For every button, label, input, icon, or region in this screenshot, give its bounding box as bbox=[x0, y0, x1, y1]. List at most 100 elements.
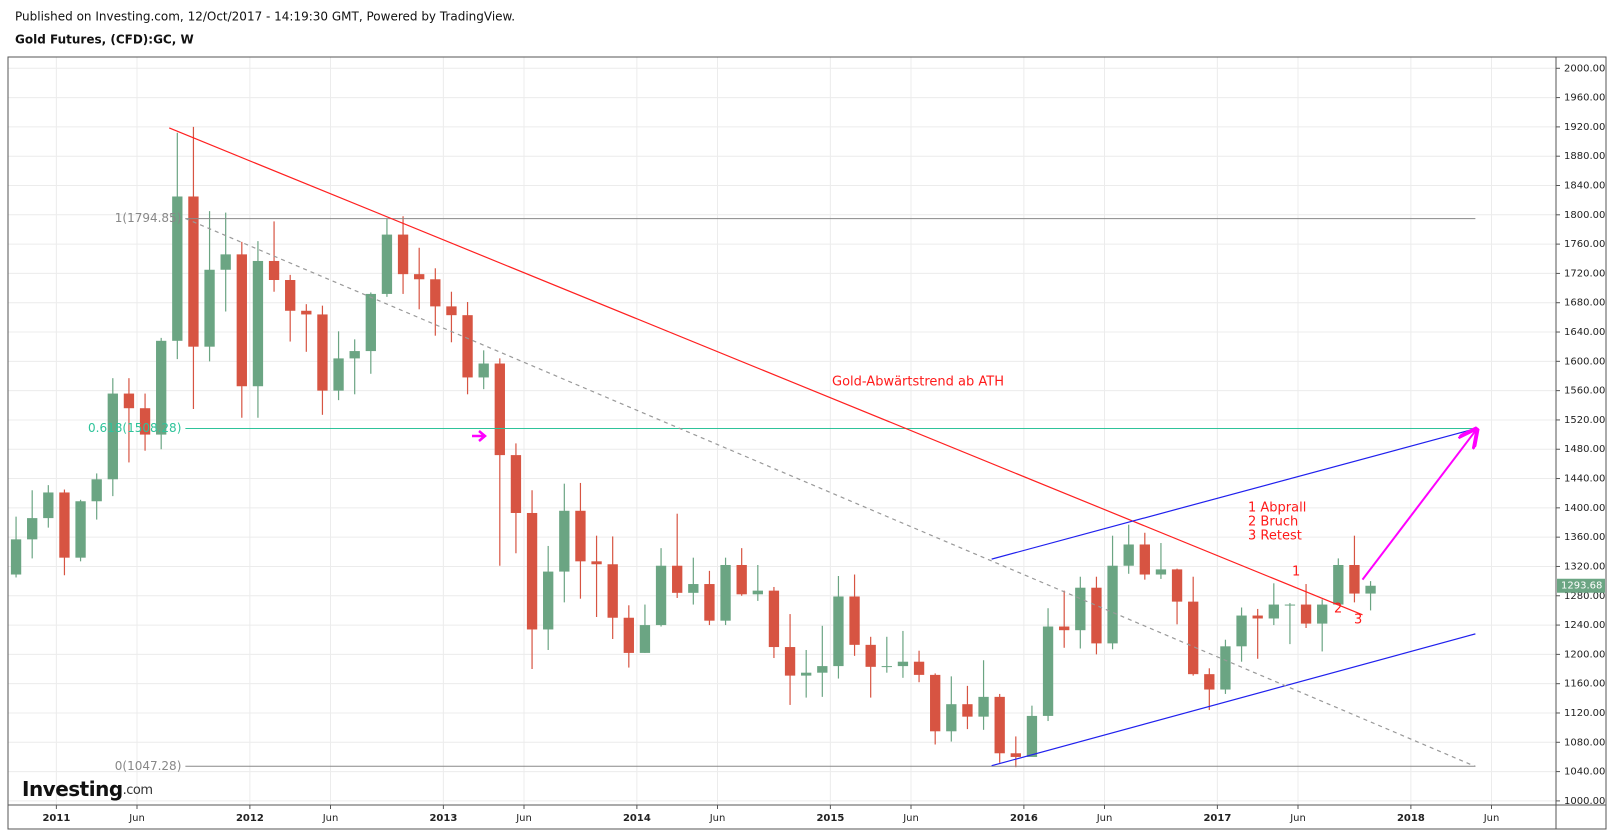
y-tick-label: 1720.00 bbox=[1564, 268, 1605, 279]
candle-body bbox=[833, 596, 844, 667]
candle-body bbox=[543, 571, 554, 630]
legend-note: 1 Abprall bbox=[1248, 501, 1306, 516]
candle-body bbox=[1188, 601, 1199, 675]
legend-note: 3 Retest bbox=[1248, 529, 1302, 544]
candle-body bbox=[994, 696, 1005, 754]
candle-body bbox=[397, 234, 409, 275]
x-tick-label: Jun bbox=[1483, 813, 1500, 824]
candle-body bbox=[1220, 646, 1231, 690]
candle-body bbox=[817, 666, 828, 673]
candle-body bbox=[1268, 604, 1279, 619]
candle-body bbox=[913, 661, 925, 675]
candle-body bbox=[301, 310, 312, 315]
fib-label: 0.618(1508.28) bbox=[88, 421, 181, 435]
y-tick-label: 1080.00 bbox=[1564, 737, 1605, 748]
grid bbox=[8, 57, 1556, 805]
y-tick-label: 1880.00 bbox=[1564, 151, 1605, 162]
y-tick-label: 1760.00 bbox=[1564, 239, 1605, 250]
candle-body bbox=[639, 625, 651, 653]
candle-body bbox=[672, 565, 683, 593]
candle-body bbox=[1317, 604, 1328, 624]
candle-body bbox=[107, 393, 118, 480]
y-tick-label: 1040.00 bbox=[1564, 767, 1605, 778]
candle-body bbox=[1284, 604, 1296, 606]
candle-body bbox=[285, 280, 296, 311]
candle-body bbox=[252, 260, 264, 387]
candle-body bbox=[1349, 564, 1360, 594]
symbol-title: Gold Futures, (CFD):GC, W bbox=[15, 33, 194, 47]
candle-body bbox=[978, 696, 989, 717]
x-tick-label: 2012 bbox=[236, 813, 264, 824]
point-label: 1 bbox=[1292, 565, 1300, 580]
logo-name: Investing bbox=[22, 777, 123, 801]
candle-body bbox=[1026, 715, 1038, 757]
candle-body bbox=[478, 363, 489, 378]
candles bbox=[10, 126, 1376, 768]
candle-body bbox=[930, 674, 941, 732]
trendline bbox=[991, 428, 1476, 560]
candle-body bbox=[849, 596, 860, 645]
trendline bbox=[169, 127, 1363, 616]
candle-body bbox=[188, 196, 199, 347]
candle-body bbox=[575, 510, 586, 562]
candle-body bbox=[784, 647, 796, 676]
candle-body bbox=[720, 564, 731, 621]
candle-body bbox=[91, 479, 102, 502]
candle-body bbox=[430, 279, 441, 307]
y-tick-label: 1000.00 bbox=[1564, 796, 1605, 807]
candle-body bbox=[268, 260, 280, 281]
x-tick-label: 2016 bbox=[1010, 813, 1038, 824]
y-tick-label: 1280.00 bbox=[1564, 591, 1605, 602]
candle-body bbox=[623, 617, 634, 653]
candle-body bbox=[75, 501, 86, 558]
candle-body bbox=[446, 306, 457, 316]
x-tick-label: 2011 bbox=[42, 813, 70, 824]
frame bbox=[7, 56, 1607, 830]
last-price-label: 1293.68 bbox=[1561, 581, 1602, 592]
candle-body bbox=[333, 358, 344, 391]
candle-body bbox=[123, 393, 135, 409]
arrow-marker bbox=[472, 430, 487, 442]
candle-body bbox=[881, 666, 892, 668]
candle-body bbox=[655, 565, 667, 626]
x-tick-label: 2018 bbox=[1397, 813, 1425, 824]
x-tick-label: 2017 bbox=[1203, 813, 1231, 824]
point-label: 2 bbox=[1334, 602, 1342, 617]
trendline bbox=[991, 633, 1476, 767]
candle-body bbox=[1042, 626, 1054, 716]
y-tick-label: 1360.00 bbox=[1564, 532, 1605, 543]
candle-body bbox=[1107, 565, 1118, 644]
x-tick-label: Jun bbox=[1096, 813, 1113, 824]
candle-body bbox=[946, 704, 957, 732]
trend-annotation: Gold-Abwärtstrend ab ATH bbox=[832, 375, 1004, 390]
candle-body bbox=[59, 492, 70, 558]
published-note: Published on Investing.com, 12/Oct/2017 … bbox=[15, 10, 515, 24]
candle-body bbox=[962, 704, 973, 717]
y-tick-label: 1920.00 bbox=[1564, 122, 1605, 133]
candle-body bbox=[688, 584, 699, 593]
y-tick-label: 1600.00 bbox=[1564, 356, 1605, 367]
candle-body bbox=[510, 455, 522, 513]
candle-body bbox=[1139, 544, 1150, 575]
y-tick-label: 1200.00 bbox=[1564, 649, 1605, 660]
y-tick-label: 1520.00 bbox=[1564, 415, 1605, 426]
candle-body bbox=[365, 293, 376, 352]
y-tick-label: 1240.00 bbox=[1564, 620, 1605, 631]
candle-body bbox=[349, 351, 360, 359]
axes: 1000.00 1040.00 1080.00 1120.00 1160.00 1200.… bbox=[42, 63, 1605, 824]
y-tick-label: 1440.00 bbox=[1564, 474, 1605, 485]
trendline bbox=[185, 217, 1476, 768]
x-tick-label: Jun bbox=[515, 813, 532, 824]
logo-suffix: .com bbox=[123, 783, 153, 798]
x-tick-label: Jun bbox=[322, 813, 339, 824]
candle-body bbox=[1010, 753, 1021, 757]
candle-body bbox=[559, 510, 570, 572]
candle-body bbox=[27, 518, 38, 540]
fib-label: 1(1794.85) bbox=[115, 211, 182, 225]
candle-body bbox=[494, 363, 505, 456]
candle-body bbox=[414, 274, 425, 280]
candle-body bbox=[1204, 674, 1215, 690]
y-tick-label: 1640.00 bbox=[1564, 327, 1605, 338]
candle-body bbox=[236, 254, 247, 387]
